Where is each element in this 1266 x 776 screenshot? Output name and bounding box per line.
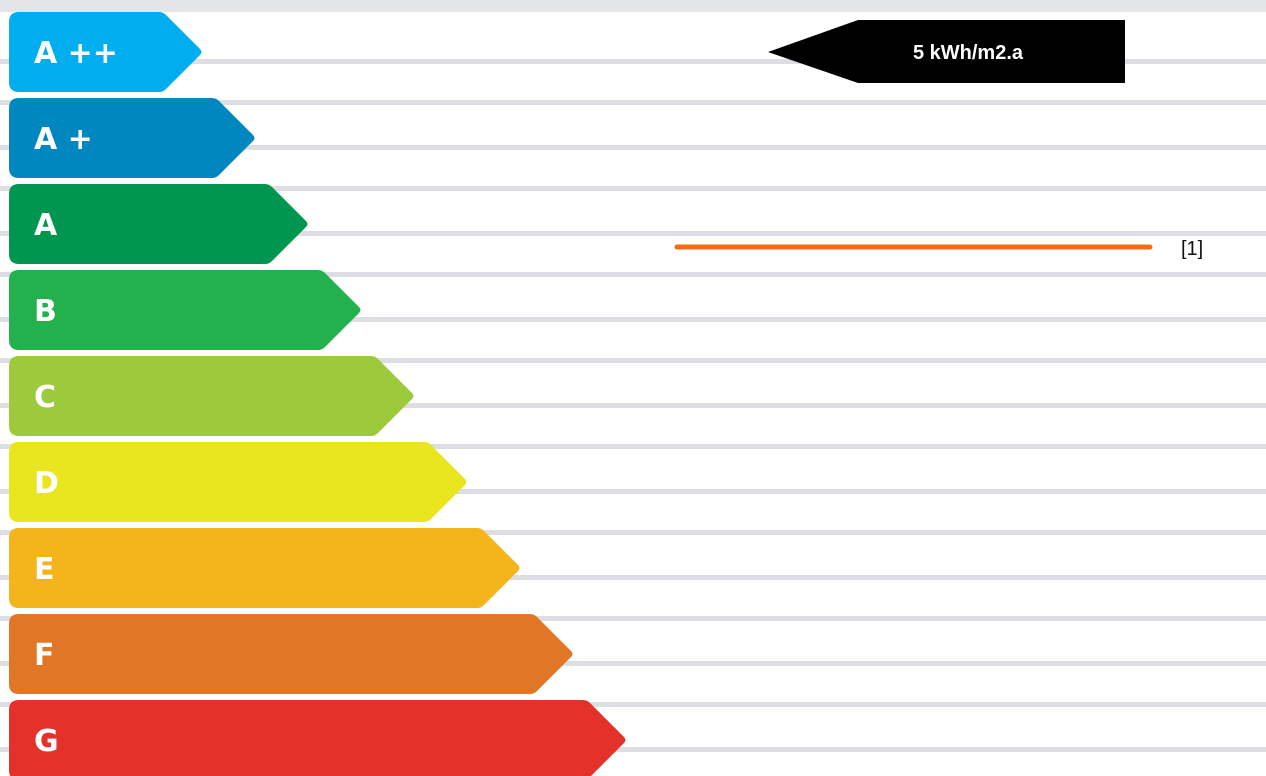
indicator-arrow (768, 20, 1125, 83)
grid-lines (0, 59, 1266, 752)
legend-label: [1] (1181, 238, 1203, 260)
legend: [1] (674, 238, 1203, 260)
grid-line (0, 616, 1266, 621)
grid-line (0, 317, 1266, 322)
grid-line (0, 702, 1266, 707)
grid-line (0, 358, 1266, 363)
rating-bar (9, 528, 520, 608)
grid-line (0, 489, 1266, 494)
rating-bar-label: B (34, 294, 57, 329)
rating-bar-label: A ++ (34, 36, 118, 71)
grid-line (0, 403, 1266, 408)
rating-bar (9, 98, 255, 178)
rating-bar-label: A + (34, 122, 93, 157)
rating-indicator: 5 kWh/m2.a (768, 20, 1125, 83)
grid-line (0, 59, 1266, 64)
top-band (0, 0, 1266, 12)
grid-line (0, 231, 1266, 236)
rating-bar (9, 12, 202, 92)
rating-bar (9, 356, 414, 436)
rating-bar-label: C (34, 380, 56, 415)
rating-bar (9, 700, 626, 776)
grid-line (0, 661, 1266, 666)
rating-bar-label: E (34, 552, 55, 587)
rating-bar (9, 184, 308, 264)
rating-bar-label: A (34, 208, 58, 243)
rating-bar (9, 270, 361, 350)
grid-line (0, 186, 1266, 191)
rating-bar (9, 614, 573, 694)
rating-bar-label: D (34, 466, 59, 501)
indicator-label: 5 kWh/m2.a (913, 42, 1024, 64)
rating-bar-label: G (34, 724, 59, 759)
grid-line (0, 530, 1266, 535)
rating-bars: A ++ A + A B C D E F G (9, 12, 626, 776)
rating-bar (9, 442, 467, 522)
grid-line (0, 444, 1266, 449)
grid-line (0, 272, 1266, 277)
rating-bar-label: F (34, 638, 55, 673)
grid-line (0, 145, 1266, 150)
grid-line (0, 575, 1266, 580)
grid-line (0, 100, 1266, 105)
grid-line (0, 747, 1266, 752)
